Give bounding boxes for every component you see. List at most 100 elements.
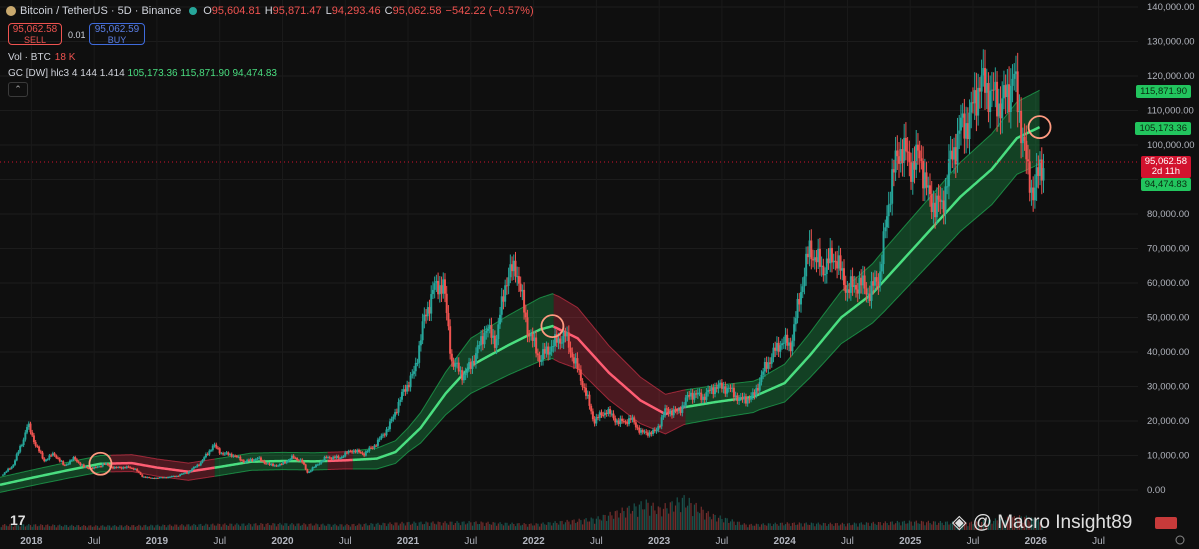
candle-body	[574, 358, 577, 364]
volume-bar	[626, 507, 628, 530]
candle-body	[445, 293, 448, 313]
candle-body	[698, 392, 701, 394]
volume-bar	[981, 521, 983, 530]
volume-bar	[623, 511, 625, 530]
volume-bar	[435, 524, 438, 530]
candle-body	[340, 456, 343, 459]
volume-bar	[220, 526, 223, 530]
candle-body	[222, 453, 225, 455]
candle-body	[251, 459, 254, 462]
candle-body	[677, 409, 680, 412]
volume-legend[interactable]: Vol · BTC 18 K	[8, 52, 75, 63]
buy-price: 95,062.59	[94, 24, 140, 35]
volume-bar	[831, 524, 833, 530]
candle-body	[17, 451, 20, 455]
candle-body	[314, 464, 317, 468]
candle-body	[1011, 78, 1014, 86]
y-tick-label: 10,000.00	[1147, 451, 1189, 462]
candle-body	[824, 274, 827, 276]
volume-bar	[55, 527, 57, 530]
x-tick-label: Jul	[841, 536, 854, 547]
volume-bar	[96, 525, 99, 530]
candle-body	[633, 417, 636, 423]
volume-bar	[177, 526, 180, 530]
candle-body	[932, 202, 935, 213]
volume-bar	[363, 523, 365, 530]
candle-body	[947, 158, 950, 187]
x-tick-label: 2019	[146, 536, 169, 547]
volume-bar	[36, 526, 38, 530]
volume-bar	[311, 525, 314, 530]
volume-bar	[513, 523, 515, 530]
volume-bar	[578, 518, 580, 530]
candle-body	[942, 200, 945, 213]
volume-bar	[241, 523, 243, 530]
candle-body	[1025, 140, 1028, 160]
candle-body	[557, 338, 560, 343]
close-label: C	[384, 5, 393, 17]
volume-bar	[520, 525, 522, 530]
candle-body	[693, 393, 696, 400]
candle-body	[22, 439, 25, 446]
x-tick-label: 2024	[774, 536, 797, 547]
candle-body	[395, 412, 398, 414]
volume-bar	[404, 525, 407, 530]
volume-bar	[1006, 516, 1009, 530]
candle-body	[380, 435, 383, 439]
volume-bar	[936, 524, 938, 530]
candle-body	[383, 434, 386, 436]
sell-button[interactable]: 95,062.58 SELL	[8, 23, 62, 45]
volume-bar	[630, 513, 632, 530]
volume-bar	[960, 524, 962, 530]
volume-bar	[721, 518, 723, 530]
candle-body	[364, 451, 367, 456]
candle-body	[861, 275, 864, 286]
volume-bar	[680, 512, 682, 530]
candle-body	[394, 412, 397, 417]
volume-bar	[655, 514, 658, 530]
close-value: 95,062.58	[392, 5, 442, 17]
volume-bar	[306, 526, 309, 530]
volume-bar	[889, 521, 892, 530]
candle-body	[858, 277, 861, 294]
candle-body	[980, 75, 983, 92]
volume-bar	[958, 521, 960, 530]
x-tick-label: Jul	[967, 536, 980, 547]
volume-bar	[317, 524, 319, 530]
x-tick-label: 2020	[271, 536, 294, 547]
candle-body	[497, 324, 500, 340]
tradingview-logo-icon[interactable]: 17	[10, 512, 26, 528]
candle-body	[860, 277, 863, 286]
volume-bar	[38, 525, 40, 530]
volume-bar	[738, 521, 740, 530]
candle-body	[450, 353, 453, 362]
candle-body	[86, 466, 89, 469]
indicator-legend[interactable]: GC [DW] hlc3 4 144 1.414 105,173.36 115,…	[8, 68, 277, 79]
volume-bar	[566, 519, 568, 530]
candle-body	[648, 432, 651, 436]
candle-body	[920, 158, 923, 162]
volume-bar	[437, 521, 439, 530]
volume-bar	[697, 511, 699, 530]
candle-body	[442, 279, 445, 294]
candle-body	[739, 396, 742, 399]
volume-bar	[963, 521, 966, 530]
volume-bar	[81, 526, 83, 530]
volume-bar	[587, 521, 589, 530]
candle-body	[118, 467, 121, 469]
candle-body	[978, 87, 981, 92]
symbol-title[interactable]: Bitcoin / TetherUS · 5D · Binance	[20, 5, 182, 17]
volume-bar	[72, 525, 75, 530]
candle-body	[210, 450, 213, 452]
volume-bar	[812, 523, 814, 530]
volume-bar	[428, 526, 431, 530]
buy-button[interactable]: 95,062.59 BUY	[89, 23, 145, 45]
volume-bar	[466, 523, 468, 530]
volume-bar	[516, 523, 518, 530]
y-tick-label: 30,000.00	[1147, 382, 1189, 393]
volume-bar	[561, 520, 563, 530]
collapse-legend-button[interactable]: ⌃	[8, 82, 28, 97]
volume-bar	[162, 524, 164, 530]
candle-body	[977, 87, 980, 116]
